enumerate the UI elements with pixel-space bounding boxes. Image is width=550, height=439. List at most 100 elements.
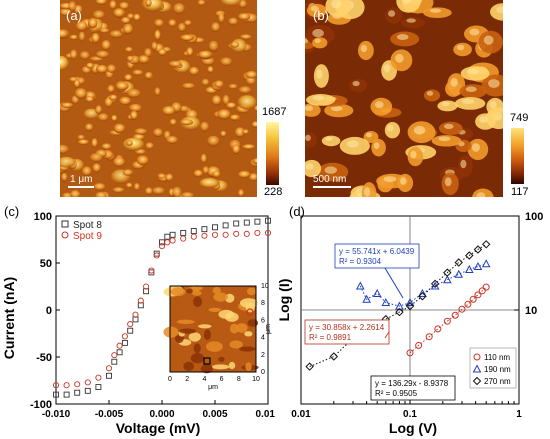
afm-grain: [238, 189, 244, 197]
c-inset-grain: [192, 290, 202, 296]
c-point-spot-9: [243, 230, 250, 237]
d-point-110-nm: [406, 349, 414, 357]
c-inset-grain: [246, 287, 257, 296]
afm-grain: [122, 169, 134, 176]
afm-grain: [68, 1, 77, 12]
c-inset-grain: [163, 326, 179, 338]
afm-grain-highlight: [426, 91, 434, 96]
afm-grain: [122, 23, 134, 35]
c-point-spot-8: [212, 224, 218, 231]
afm-grain-highlight: [310, 5, 319, 12]
afm-grain: [222, 94, 230, 106]
d-point-110-nm: [474, 291, 482, 299]
c-point-spot-8: [148, 269, 155, 276]
afm-grain: [145, 187, 153, 195]
afm-grain: [95, 50, 110, 59]
c-point-spot-9: [137, 297, 144, 304]
afm-grain: [92, 163, 101, 173]
afm-grain: [93, 183, 106, 191]
afm-grain: [202, 166, 209, 175]
afm-grain: [220, 0, 242, 6]
afm-grain: [73, 79, 80, 88]
c-point-spot-9: [105, 365, 113, 372]
afm-grain: [97, 113, 109, 122]
d-annot-arrow: [384, 267, 404, 299]
c-inset-ytick: 10: [261, 283, 269, 290]
afm-grain: [136, 155, 149, 166]
afm-grain: [154, 19, 164, 28]
afm-grain: [162, 106, 176, 116]
d-point-190-nm: [473, 261, 483, 271]
afm-grain-highlight: [346, 140, 359, 148]
afm-grain-highlight: [383, 64, 391, 73]
afm-grain: [193, 169, 203, 178]
afm-grain: [232, 144, 241, 155]
c-point-spot-9: [148, 267, 155, 274]
afm-grain-highlight: [444, 123, 454, 129]
c-xtick-label: 0.010: [255, 409, 275, 420]
c-point-spot-8: [74, 389, 81, 396]
afm-grain: [254, 105, 257, 112]
afm-grain: [186, 47, 194, 57]
c-point-spot-9: [201, 232, 208, 239]
c-point-spot-9: [180, 235, 187, 242]
c-inset-grain: [186, 288, 193, 294]
afm-grain: [201, 78, 210, 86]
afm-grain: [151, 41, 158, 51]
c-point-spot-9: [127, 321, 134, 328]
c-inset-grain: [176, 319, 195, 324]
d-annot-connector: [384, 331, 390, 339]
c-legend-label: Spot 9: [73, 231, 102, 242]
afm-grain-highlight: [413, 125, 426, 135]
c-point-spot-8: [180, 229, 187, 236]
d-fit-curve: [409, 286, 487, 354]
d-point-110-nm: [425, 333, 433, 341]
d-point-110-nm: [482, 283, 490, 291]
c-ytick-label: -50: [36, 352, 52, 364]
afm-grain: [151, 187, 165, 195]
afm-grain-highlight: [471, 143, 480, 152]
afm-grain: [158, 49, 167, 56]
c-inset-grain: [211, 364, 230, 370]
afm-grain: [165, 173, 174, 182]
panel-label-b: (b): [313, 8, 329, 23]
d-point-190-nm: [355, 281, 365, 290]
d-point-110-nm: [434, 325, 442, 333]
c-point-spot-8: [116, 349, 123, 356]
c-inset-grain: [218, 356, 225, 362]
afm-grain: [169, 118, 177, 126]
afm-grain: [69, 49, 78, 60]
c-point-spot-9: [169, 237, 176, 244]
afm-grain-highlight: [483, 35, 494, 45]
scalebar-label-a: 1 μm: [70, 174, 93, 185]
c-inset-grain: [245, 362, 252, 371]
c-point-spot-8: [121, 339, 128, 346]
c-point-spot-9: [264, 229, 272, 236]
d-point-190-nm: [418, 288, 427, 297]
colorbar-b-max: 749: [510, 112, 529, 124]
afm-grain: [197, 0, 206, 6]
afm-grain: [75, 21, 88, 32]
c-point-spot-9: [111, 352, 118, 359]
c-inset-grain: [229, 340, 243, 349]
c-inset-grain: [228, 361, 236, 370]
afm-grain: [99, 28, 110, 34]
afm-grain: [199, 121, 210, 132]
c-point-spot-8: [233, 220, 240, 227]
afm-grain-highlight: [489, 101, 497, 109]
afm-grain: [245, 76, 256, 86]
c-point-spot-9: [132, 311, 139, 318]
d-ytick-label: 10: [525, 305, 537, 317]
d-xlabel: Log (V): [389, 420, 437, 436]
d-xtick-label: 0.01: [291, 409, 311, 420]
scalebar-label-b: 500 nm: [313, 174, 347, 185]
afm-grain: [198, 50, 212, 59]
d-point-270-nm: [430, 279, 440, 289]
afm-grain: [60, 8, 72, 16]
d-legend-label: 270 nm: [484, 377, 511, 386]
c-xlabel: Voltage (mV): [116, 420, 201, 436]
c-point-spot-8: [111, 358, 118, 365]
afm-grain: [134, 128, 148, 135]
afm-grain: [125, 182, 133, 188]
c-point-spot-9: [158, 243, 166, 250]
